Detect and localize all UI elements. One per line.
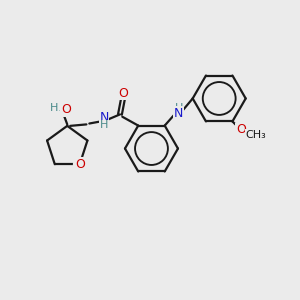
- Text: N: N: [99, 111, 109, 124]
- Text: H: H: [100, 120, 108, 130]
- Text: O: O: [75, 158, 85, 171]
- Text: -: -: [58, 105, 62, 115]
- Text: O: O: [61, 103, 71, 116]
- Text: O: O: [236, 123, 246, 136]
- Text: H: H: [50, 103, 58, 113]
- Text: H: H: [175, 103, 183, 112]
- Text: O: O: [118, 87, 128, 100]
- Text: N: N: [174, 107, 183, 120]
- Text: CH₃: CH₃: [246, 130, 266, 140]
